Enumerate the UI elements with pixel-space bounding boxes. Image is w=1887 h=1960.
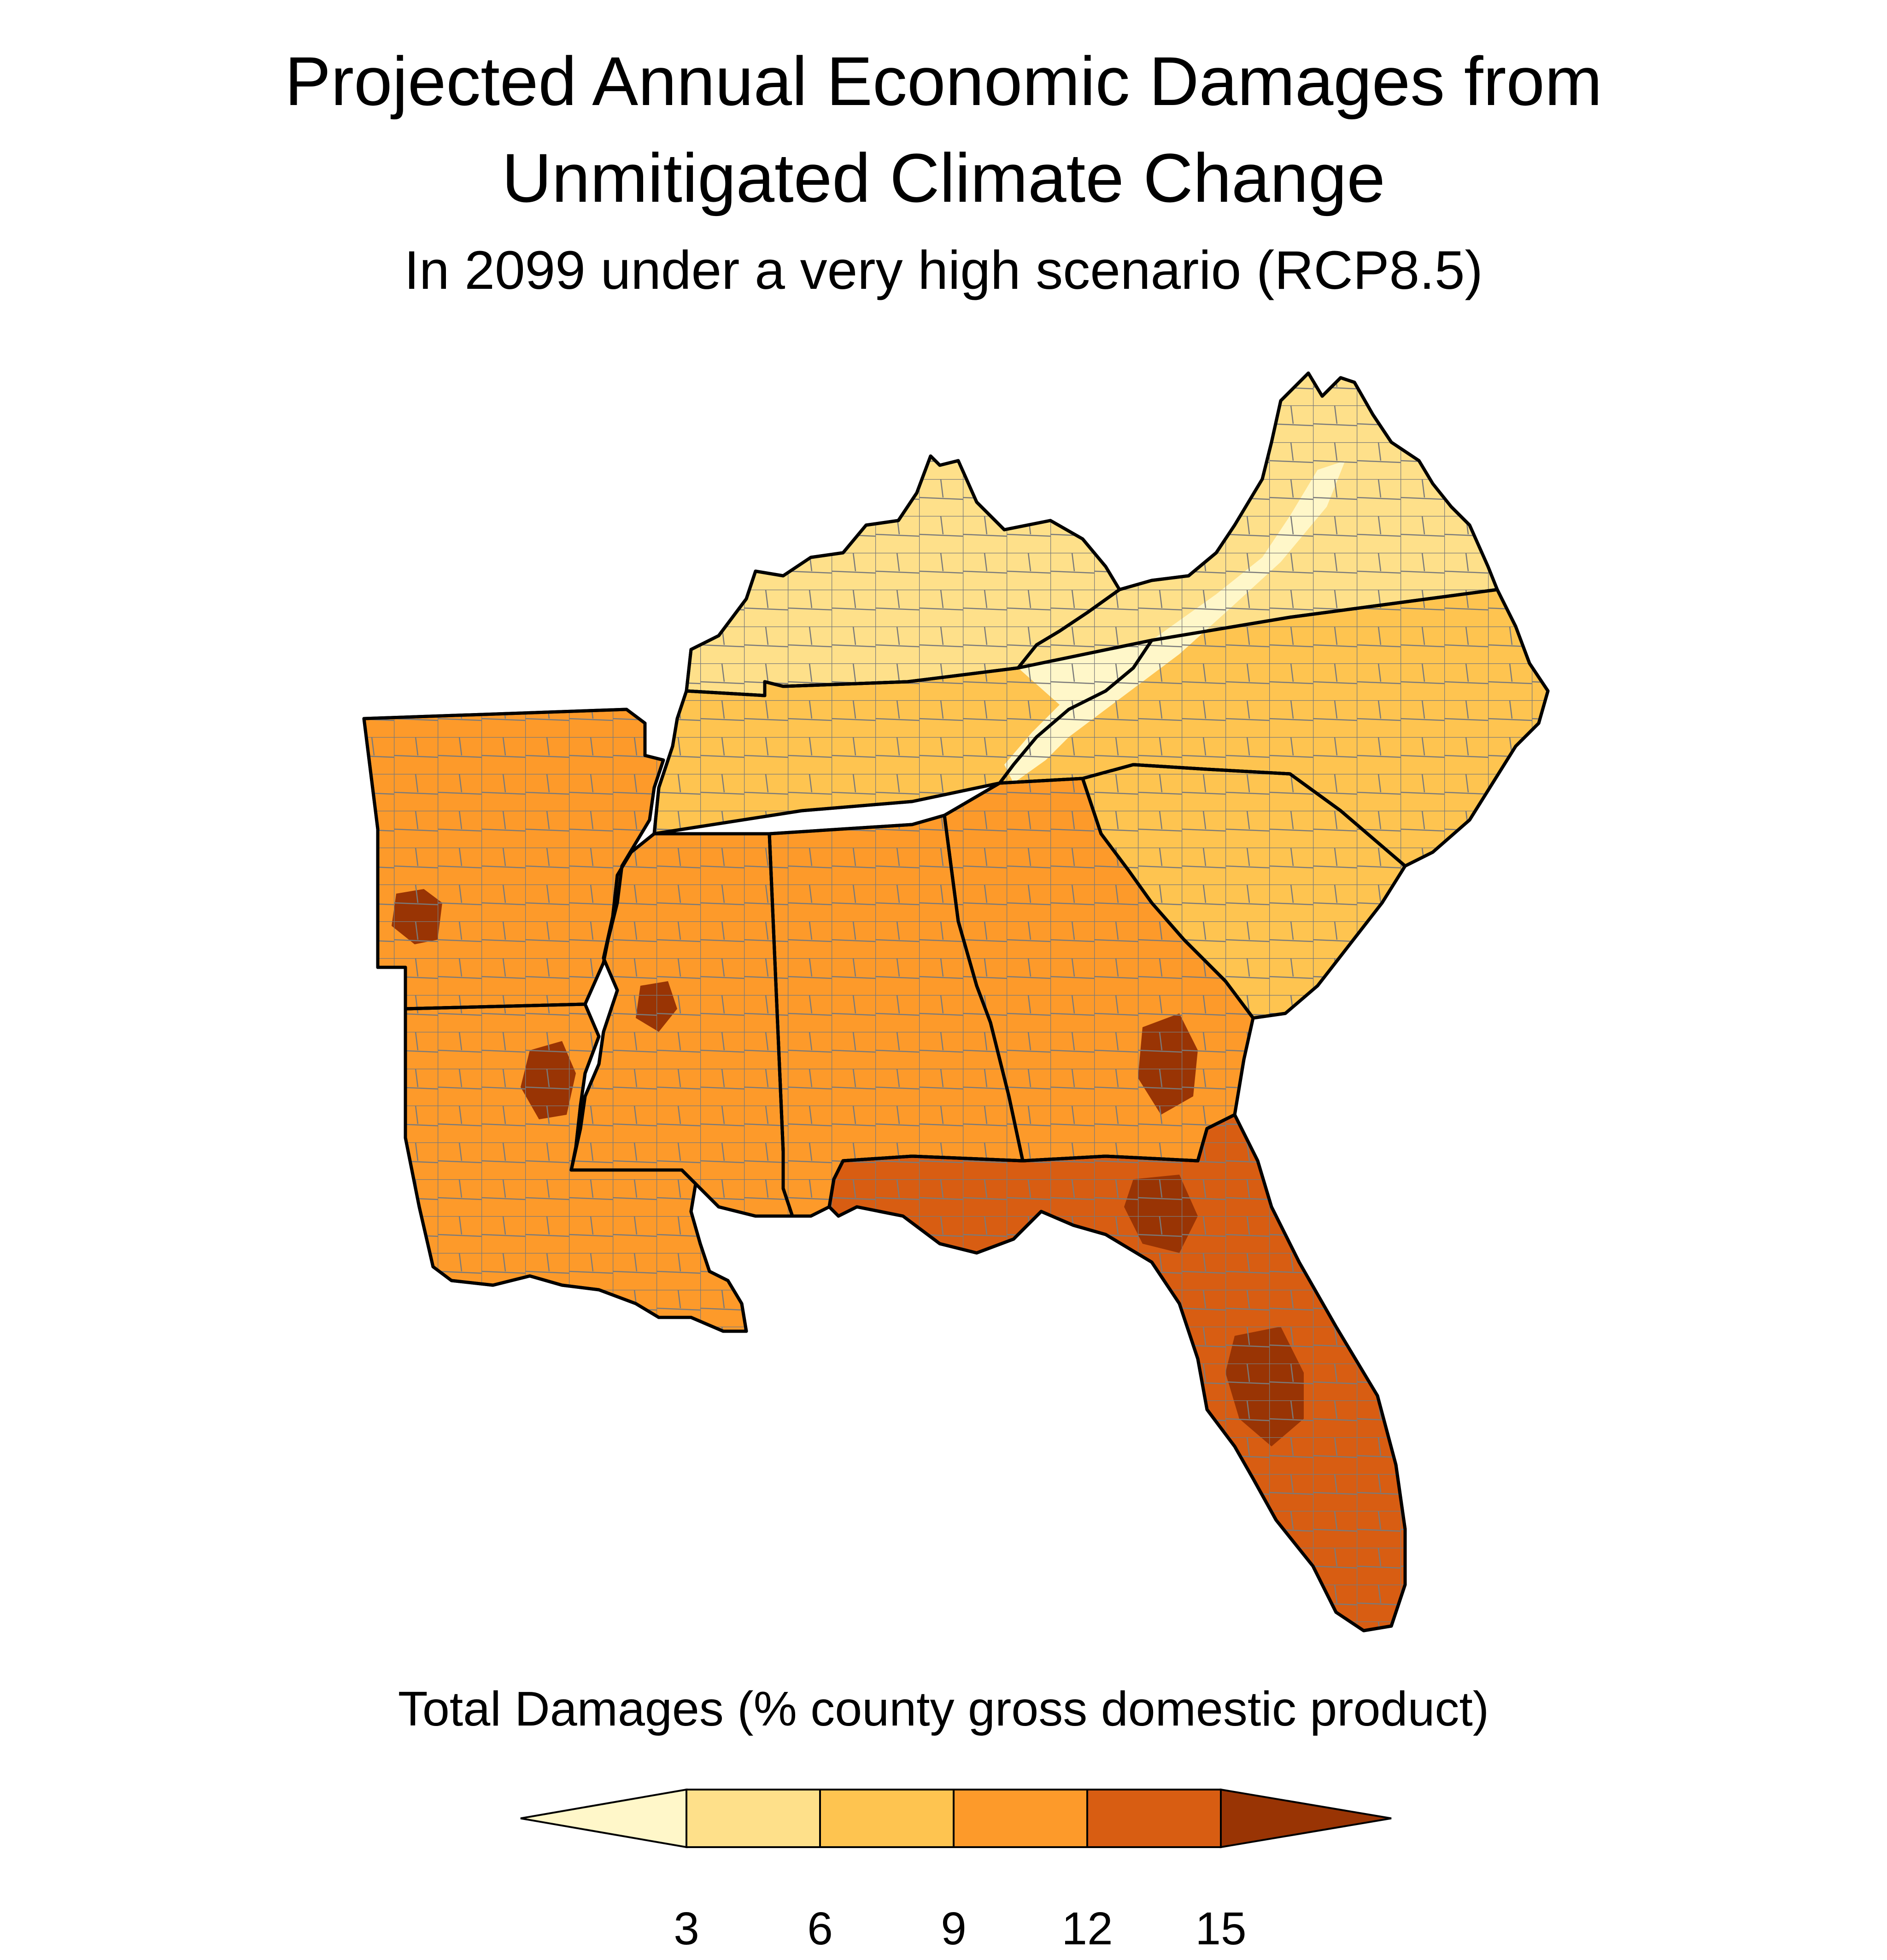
map-title-line-2: Unmitigated Climate Change (502, 139, 1385, 216)
legend-title: Total Damages (% county gross domestic p… (398, 1682, 1489, 1736)
colorbar-tick-label: 9 (941, 1903, 967, 1954)
colorbar-bin-1 (686, 1789, 821, 1848)
colorbar-tick-label: 6 (807, 1903, 833, 1954)
state-boundary-florida (827, 1113, 1407, 1632)
colorbar-bin-3 (953, 1789, 1088, 1848)
colorbar-extend-low (520, 1788, 687, 1849)
choropleth-map (362, 371, 1550, 1632)
region-florida (827, 1113, 1407, 1632)
map-subtitle: In 2099 under a very high scenario (RCP8… (404, 240, 1483, 301)
colorbar-extend-high (1220, 1788, 1392, 1849)
colorbar-tick-label: 3 (674, 1903, 699, 1954)
map-title-line-1: Projected Annual Economic Damages from (285, 42, 1602, 120)
state-boundary-arkansas (362, 708, 665, 1011)
colorbar-tick-label: 12 (1061, 1903, 1113, 1954)
colorbar-bin-4 (1086, 1789, 1222, 1848)
colorbar-bin-2 (819, 1789, 955, 1848)
state-boundary-virginia (1016, 371, 1499, 670)
colorbar-tick-label: 15 (1195, 1903, 1247, 1954)
state-boundary-louisiana (404, 1002, 748, 1333)
